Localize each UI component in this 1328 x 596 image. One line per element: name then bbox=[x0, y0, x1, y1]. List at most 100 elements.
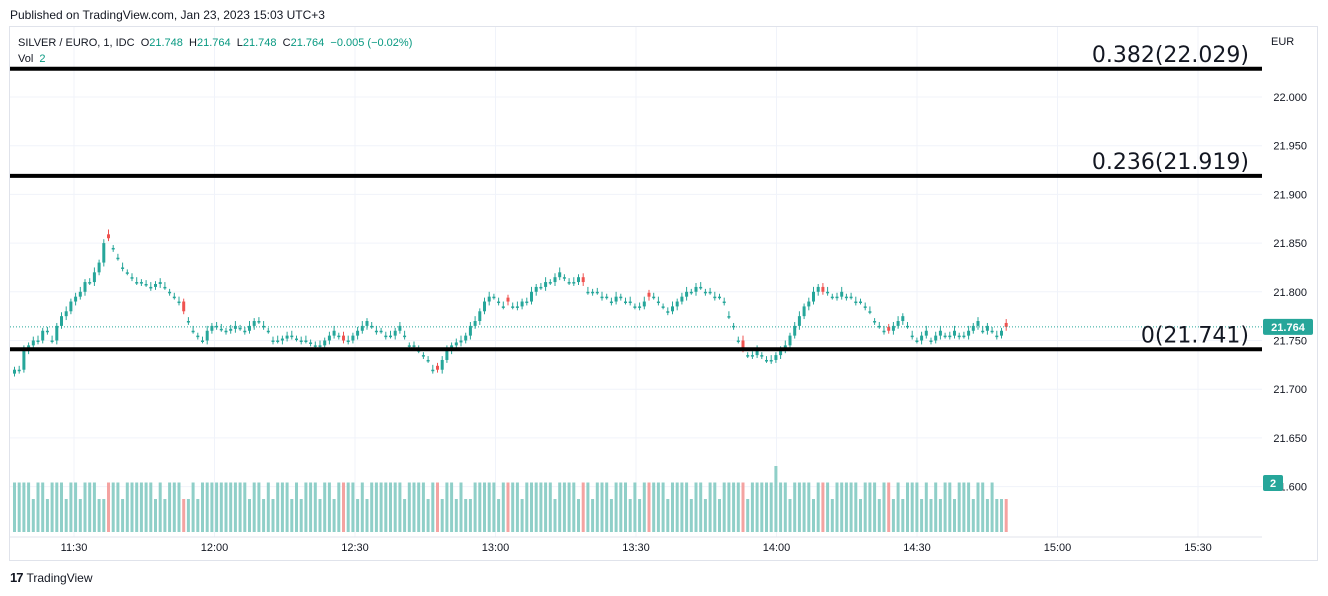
candle-body bbox=[868, 311, 872, 313]
candle-body bbox=[647, 292, 651, 297]
time-tick-label: 13:00 bbox=[482, 542, 510, 554]
candle-body bbox=[158, 282, 162, 285]
candle-body bbox=[1004, 322, 1008, 327]
volume-bar bbox=[774, 466, 778, 532]
fib-level-label: 0.382(22.029) bbox=[1092, 43, 1249, 68]
candle-body bbox=[572, 282, 576, 284]
published-caption: Published on TradingView.com, Jan 23, 20… bbox=[10, 8, 325, 22]
volume-bar bbox=[370, 482, 374, 532]
candle-body bbox=[468, 325, 472, 336]
volume-bar bbox=[22, 482, 26, 532]
candle-body bbox=[327, 335, 331, 341]
volume-bar bbox=[689, 499, 693, 532]
volume-bar bbox=[680, 482, 684, 532]
volume-bar bbox=[534, 482, 538, 532]
volume-value: 2 bbox=[39, 53, 46, 65]
candle-body bbox=[779, 350, 783, 356]
candle-body bbox=[74, 296, 78, 302]
volume-bar bbox=[97, 499, 101, 532]
volume-bar bbox=[760, 482, 764, 532]
volume-bar bbox=[144, 482, 148, 532]
candle-body bbox=[285, 335, 289, 339]
candle-body bbox=[976, 321, 980, 326]
candle-body bbox=[506, 297, 510, 302]
volume-bar bbox=[976, 482, 980, 532]
candle-body bbox=[60, 316, 63, 326]
price-tick-label: 21.950 bbox=[1273, 141, 1307, 153]
volume-bar bbox=[967, 482, 971, 532]
volume-bar bbox=[694, 482, 698, 532]
volume-bar bbox=[849, 482, 853, 532]
candle-body bbox=[661, 306, 665, 308]
volume-bar bbox=[360, 482, 364, 532]
volume-bar bbox=[835, 482, 839, 532]
candle-body bbox=[102, 243, 106, 263]
volume-bar bbox=[440, 499, 444, 532]
volume-bar bbox=[877, 499, 881, 532]
volume-bar bbox=[464, 499, 468, 532]
footer-brand-name: TradingView bbox=[26, 570, 93, 585]
volume-bar bbox=[821, 482, 825, 532]
volume-bar bbox=[671, 482, 674, 532]
volume-bar bbox=[572, 482, 576, 532]
candle-body bbox=[877, 325, 881, 328]
candle-body bbox=[356, 330, 360, 336]
candle-body bbox=[666, 311, 670, 313]
volume-bar bbox=[548, 482, 552, 532]
candle-body bbox=[125, 272, 129, 274]
candle-body bbox=[605, 296, 609, 299]
candle-body bbox=[501, 306, 505, 308]
chart-frame[interactable] bbox=[9, 26, 1318, 561]
candle-body bbox=[873, 321, 877, 323]
candle-body bbox=[558, 272, 562, 278]
candle-body bbox=[454, 342, 458, 346]
volume-bar bbox=[924, 482, 928, 532]
volume-bar bbox=[544, 482, 548, 532]
candle-body bbox=[346, 340, 350, 342]
volume-bar bbox=[816, 482, 820, 532]
volume-bar bbox=[642, 482, 646, 532]
volume-bar bbox=[873, 482, 877, 532]
candle-body bbox=[257, 321, 261, 323]
volume-bar bbox=[55, 482, 59, 532]
volume-bar bbox=[168, 482, 172, 532]
candle-body bbox=[262, 325, 266, 328]
candle-body bbox=[205, 330, 209, 341]
volume-bar bbox=[1004, 499, 1008, 532]
candle-body bbox=[765, 359, 768, 362]
volume-bar bbox=[36, 482, 40, 532]
fib-level-label: 0(21.741) bbox=[1141, 323, 1249, 348]
volume-bar bbox=[473, 482, 477, 532]
volume-bar bbox=[497, 499, 501, 532]
volume-bar bbox=[172, 482, 176, 532]
candle-body bbox=[497, 301, 501, 304]
candle-body bbox=[830, 296, 834, 299]
volume-bar bbox=[591, 499, 595, 532]
volume-bar bbox=[750, 482, 754, 532]
candle-body bbox=[280, 338, 284, 341]
candle-body bbox=[812, 291, 815, 302]
volume-bar bbox=[92, 482, 96, 532]
candle-body bbox=[271, 340, 275, 342]
candle-body bbox=[304, 340, 308, 342]
candle-body bbox=[694, 286, 698, 292]
volume-bar bbox=[389, 482, 392, 532]
volume-bar bbox=[812, 499, 815, 532]
volume-bar bbox=[356, 499, 360, 532]
candle-body bbox=[821, 286, 825, 292]
candle-body bbox=[135, 282, 139, 284]
volume-bar bbox=[393, 482, 397, 532]
volume-bar bbox=[304, 482, 308, 532]
volume-bar bbox=[624, 482, 627, 532]
candle-body bbox=[64, 311, 68, 317]
volume-bar bbox=[605, 482, 609, 532]
candle-body bbox=[177, 301, 181, 304]
footer-branding[interactable]: 17 TradingView bbox=[10, 570, 93, 585]
volume-bar bbox=[769, 482, 773, 532]
time-tick-label: 15:00 bbox=[1044, 542, 1072, 554]
candle-body bbox=[511, 306, 515, 308]
candle-body bbox=[248, 325, 251, 331]
candle-body bbox=[431, 369, 435, 372]
candle-body bbox=[750, 355, 754, 357]
